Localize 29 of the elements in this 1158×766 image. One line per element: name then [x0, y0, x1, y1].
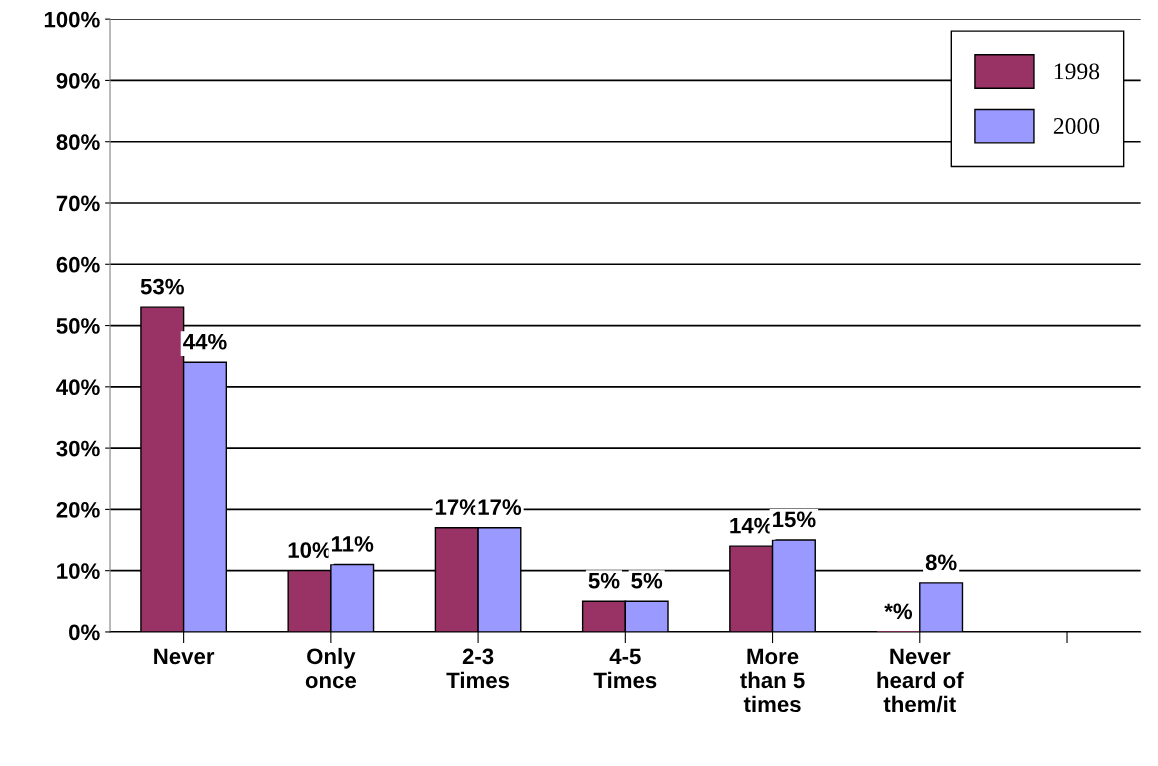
y-tick-label: 80%	[56, 134, 100, 150]
x-tick-label: Never heard of them/it	[877, 648, 964, 713]
y-tick-label: 70%	[56, 195, 100, 212]
data-label: 11%	[331, 536, 374, 552]
legend-label: 2000	[1053, 118, 1100, 134]
y-tick-label: 50%	[56, 318, 100, 334]
x-tick-label: Never	[154, 648, 215, 665]
data-label: 5%	[588, 572, 620, 589]
x-tick-label: 2-3 Times	[446, 648, 510, 689]
y-tick-label: 60%	[56, 256, 100, 273]
data-label: 44%	[183, 333, 227, 350]
data-label: 10%	[288, 542, 332, 558]
data-label: 5%	[631, 572, 663, 589]
y-tick-label: 0%	[69, 624, 100, 641]
data-label: *%	[884, 603, 913, 620]
y-tick-label: 20%	[56, 501, 100, 518]
y-tick-label: 40%	[56, 379, 100, 396]
x-tick-label: Only once	[305, 647, 357, 689]
y-tick-label: 90%	[56, 72, 100, 89]
data-label: 15%	[773, 511, 816, 528]
y-tick-label: 100%	[44, 11, 100, 28]
data-label: 17%	[478, 499, 522, 515]
y-tick-label: 10%	[57, 563, 100, 579]
legend-label: 1998	[1054, 63, 1100, 80]
x-tick-label: 4-5 Times	[593, 648, 657, 689]
data-label: 53%	[140, 278, 184, 295]
x-tick-label: More than 5 times	[740, 648, 805, 713]
y-tick-label: 30%	[56, 440, 100, 457]
data-label: 8%	[925, 554, 957, 571]
